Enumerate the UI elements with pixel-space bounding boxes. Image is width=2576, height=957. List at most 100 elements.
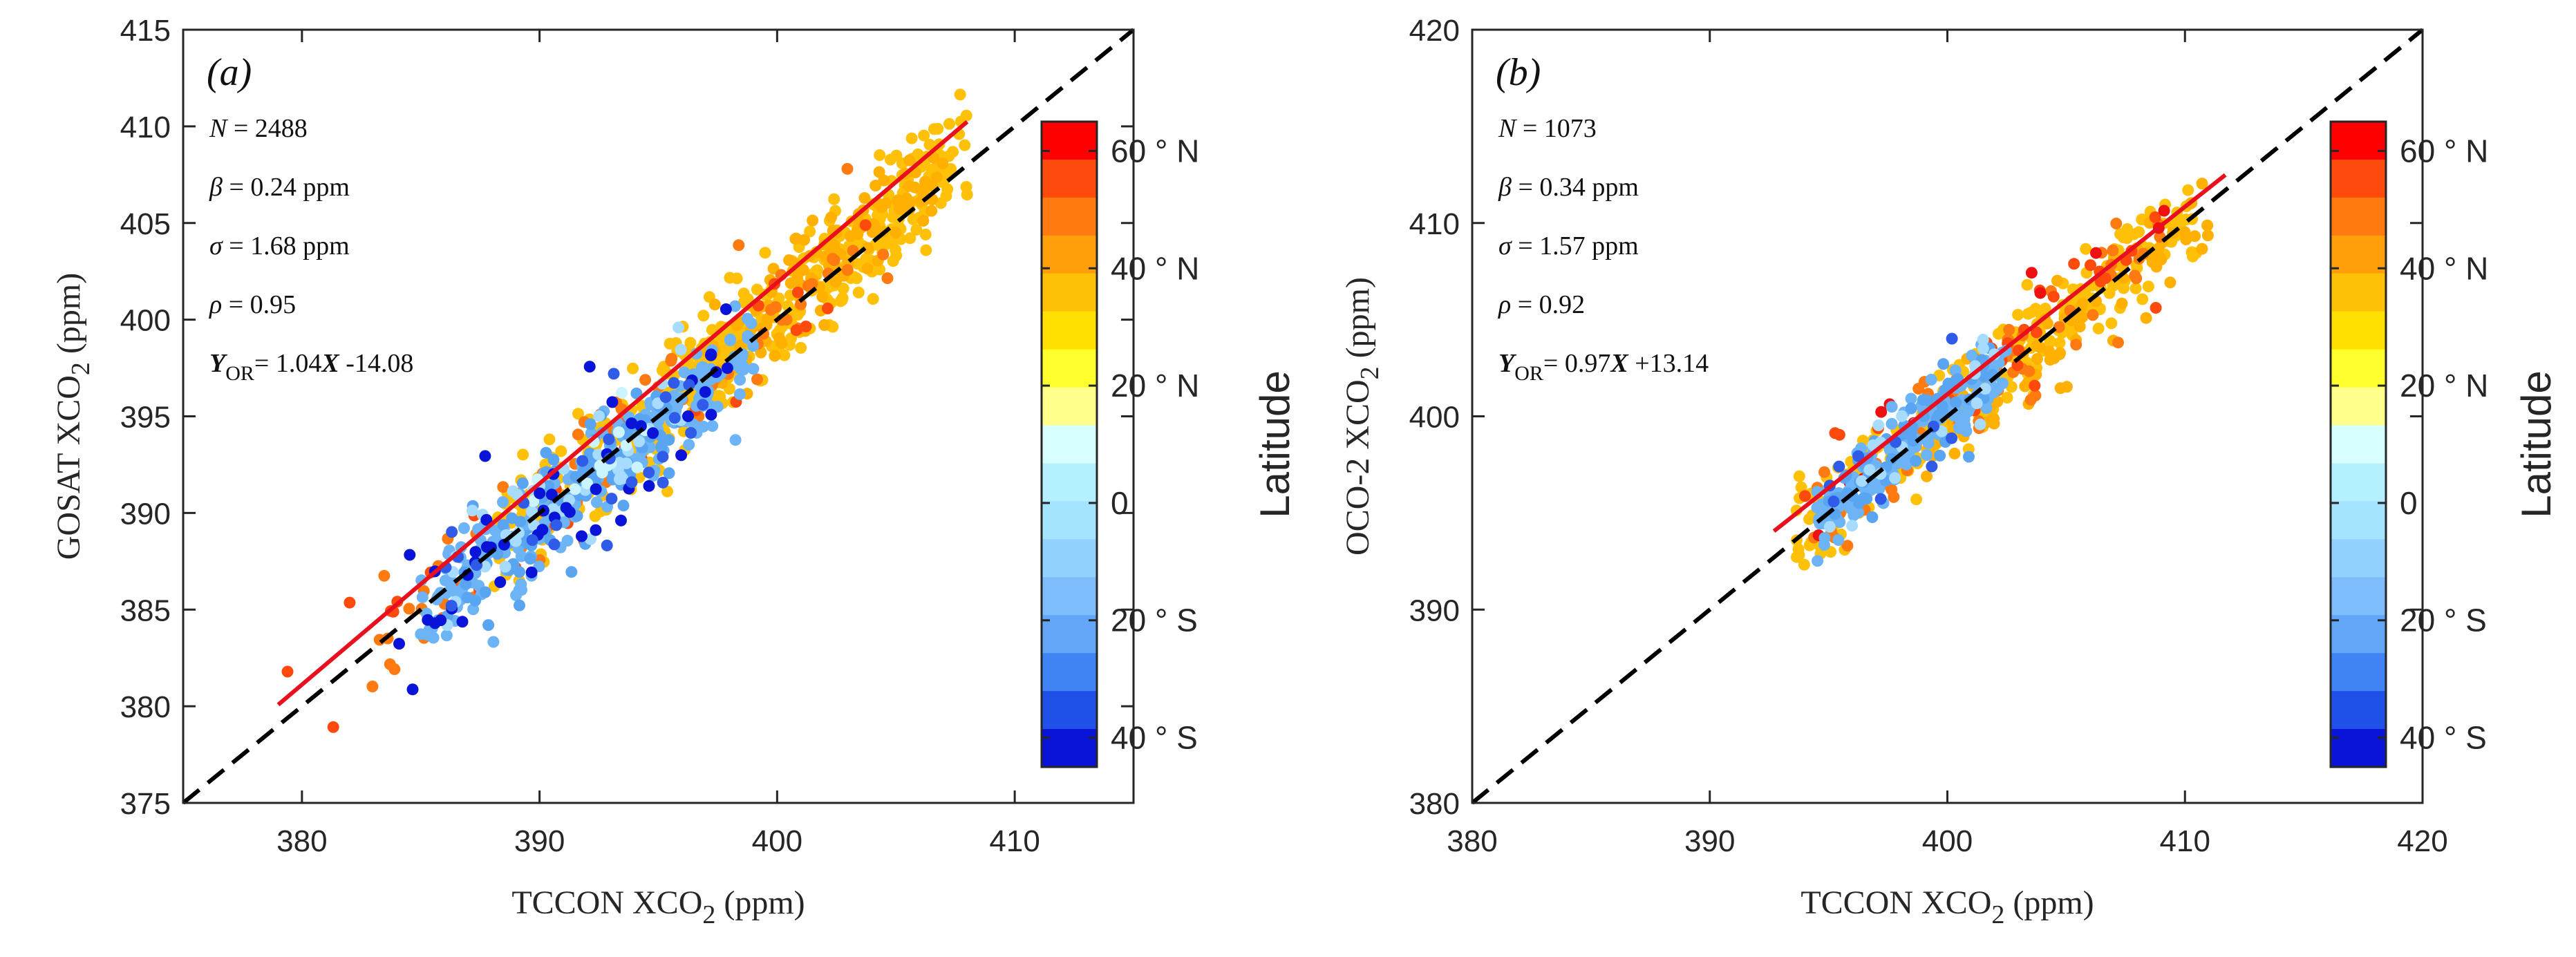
scatter-point: [668, 412, 681, 424]
scatter-point: [1905, 402, 1917, 415]
scatter-point: [643, 480, 655, 492]
scatter-point: [876, 201, 887, 214]
x-tick-label: 390: [514, 824, 565, 858]
scatter-point: [1946, 432, 1958, 444]
scatter-point: [1793, 470, 1805, 482]
scatter-point: [836, 292, 849, 304]
scatter-point: [1833, 428, 1845, 441]
regression-line: [276, 120, 969, 707]
scatter-point: [2142, 281, 2154, 293]
scatter-point: [647, 427, 659, 439]
scatter-point: [1865, 484, 1877, 496]
scatter-point: [497, 519, 509, 531]
scatter-point: [1875, 406, 1888, 418]
colorbar-frame: [2329, 120, 2387, 768]
scatter-point: [2107, 244, 2119, 256]
scatter-point: [769, 350, 781, 362]
scatter-point: [445, 600, 458, 612]
scatter-point: [733, 239, 745, 252]
scatter-point: [747, 363, 760, 375]
scatter-point: [678, 366, 690, 379]
scatter-point: [907, 214, 919, 225]
colorbar-segment: [2331, 729, 2386, 768]
scatter-point: [590, 524, 602, 536]
regression-equation: YOR= 1.04X -14.08: [209, 349, 413, 385]
scatter-point: [729, 300, 741, 312]
scatter-point: [366, 681, 379, 692]
y-tick-label: 400: [120, 304, 171, 338]
x-axis-label: TCCON XCO2 (ppm): [1801, 884, 2094, 929]
colorbar-segment: [2331, 577, 2386, 616]
colorbar-segment: [2331, 387, 2386, 426]
scatter-point: [904, 232, 916, 245]
scatter-point: [1863, 464, 1876, 476]
colorbar-tick-label: 20 ° S: [2400, 603, 2487, 638]
scatter-point: [1996, 377, 2009, 390]
scatter-point: [1950, 396, 1962, 408]
colorbar-b: 60 ° N 40 ° N 20 ° N 0 20 ° S 40 ° S Latitude: [2329, 120, 2559, 768]
scatter-point: [724, 333, 737, 345]
stat-line: ρ = 0.92: [1498, 290, 1585, 319]
colorbar-tick-label: 40 ° N: [1111, 250, 1199, 286]
scatter-point: [903, 154, 916, 167]
x-tick-label: 380: [276, 824, 327, 858]
scatter-point: [890, 149, 903, 162]
scatter-point: [683, 379, 695, 391]
scatter-point: [816, 290, 829, 303]
scatter-point: [806, 278, 818, 290]
scatter-point: [759, 247, 771, 259]
scatter-point: [960, 181, 972, 193]
colorbar-segment: [2331, 122, 2386, 160]
stat-line: β = 0.34 ppm: [1498, 173, 1639, 202]
scatter-point: [2074, 321, 2086, 333]
colorbar-title: Latitude: [2513, 370, 2559, 518]
scatter-point: [393, 638, 405, 650]
scatter-point: [1963, 451, 1975, 463]
scatter-point: [784, 277, 797, 290]
scatter-point: [1823, 520, 1836, 533]
scatter-point: [825, 211, 837, 224]
scatter-point: [954, 88, 966, 101]
scatter-point: [2085, 259, 2096, 272]
colorbar-segment: [1042, 615, 1097, 654]
scatter-point: [790, 324, 802, 337]
scatter-point: [617, 500, 630, 512]
scatter-point: [2034, 287, 2047, 299]
scatter-point: [818, 319, 831, 331]
regression-line: [1772, 173, 2227, 533]
scatter-point: [585, 533, 596, 545]
colorbar-tick-label: 60 ° N: [1111, 133, 1199, 169]
panel-a: 380 390 400 410 375 380 385 390 395 400 405 410 415 T…: [50, 14, 1135, 929]
scatter-point: [1866, 511, 1879, 523]
scatter-point: [2146, 256, 2159, 268]
scatter-point: [685, 427, 697, 439]
scatter-point: [1910, 455, 1922, 467]
scatter-point: [800, 321, 812, 332]
scatter-point: [633, 435, 646, 448]
scatter-point: [497, 496, 509, 509]
scatter-point: [435, 614, 447, 627]
scatter-point: [446, 526, 458, 538]
colorbar-segment: [1042, 387, 1097, 426]
scatter-point: [626, 476, 638, 489]
colorbar-segment: [2331, 197, 2386, 236]
scatter-point: [918, 129, 930, 142]
scatter-point: [657, 451, 669, 463]
scatter-point: [388, 663, 401, 675]
colorbar-segment: [1042, 691, 1097, 730]
scatter-point: [543, 433, 556, 446]
scatter-point: [639, 374, 652, 386]
scatter-point: [643, 466, 655, 479]
scatter-point: [2021, 278, 2033, 291]
scatter-point: [1846, 520, 1859, 532]
scatter-point: [708, 299, 721, 311]
scatter-point: [1874, 493, 1887, 505]
scatter-point: [705, 348, 717, 361]
scatter-point: [663, 467, 675, 480]
x-tick-label: 410: [2160, 824, 2210, 858]
scatter-point: [589, 510, 601, 522]
colorbar-segment: [1042, 501, 1097, 540]
scatter-point: [2080, 243, 2092, 255]
x-tick-label: 380: [1447, 824, 1497, 858]
scatter-point: [1793, 549, 1805, 561]
